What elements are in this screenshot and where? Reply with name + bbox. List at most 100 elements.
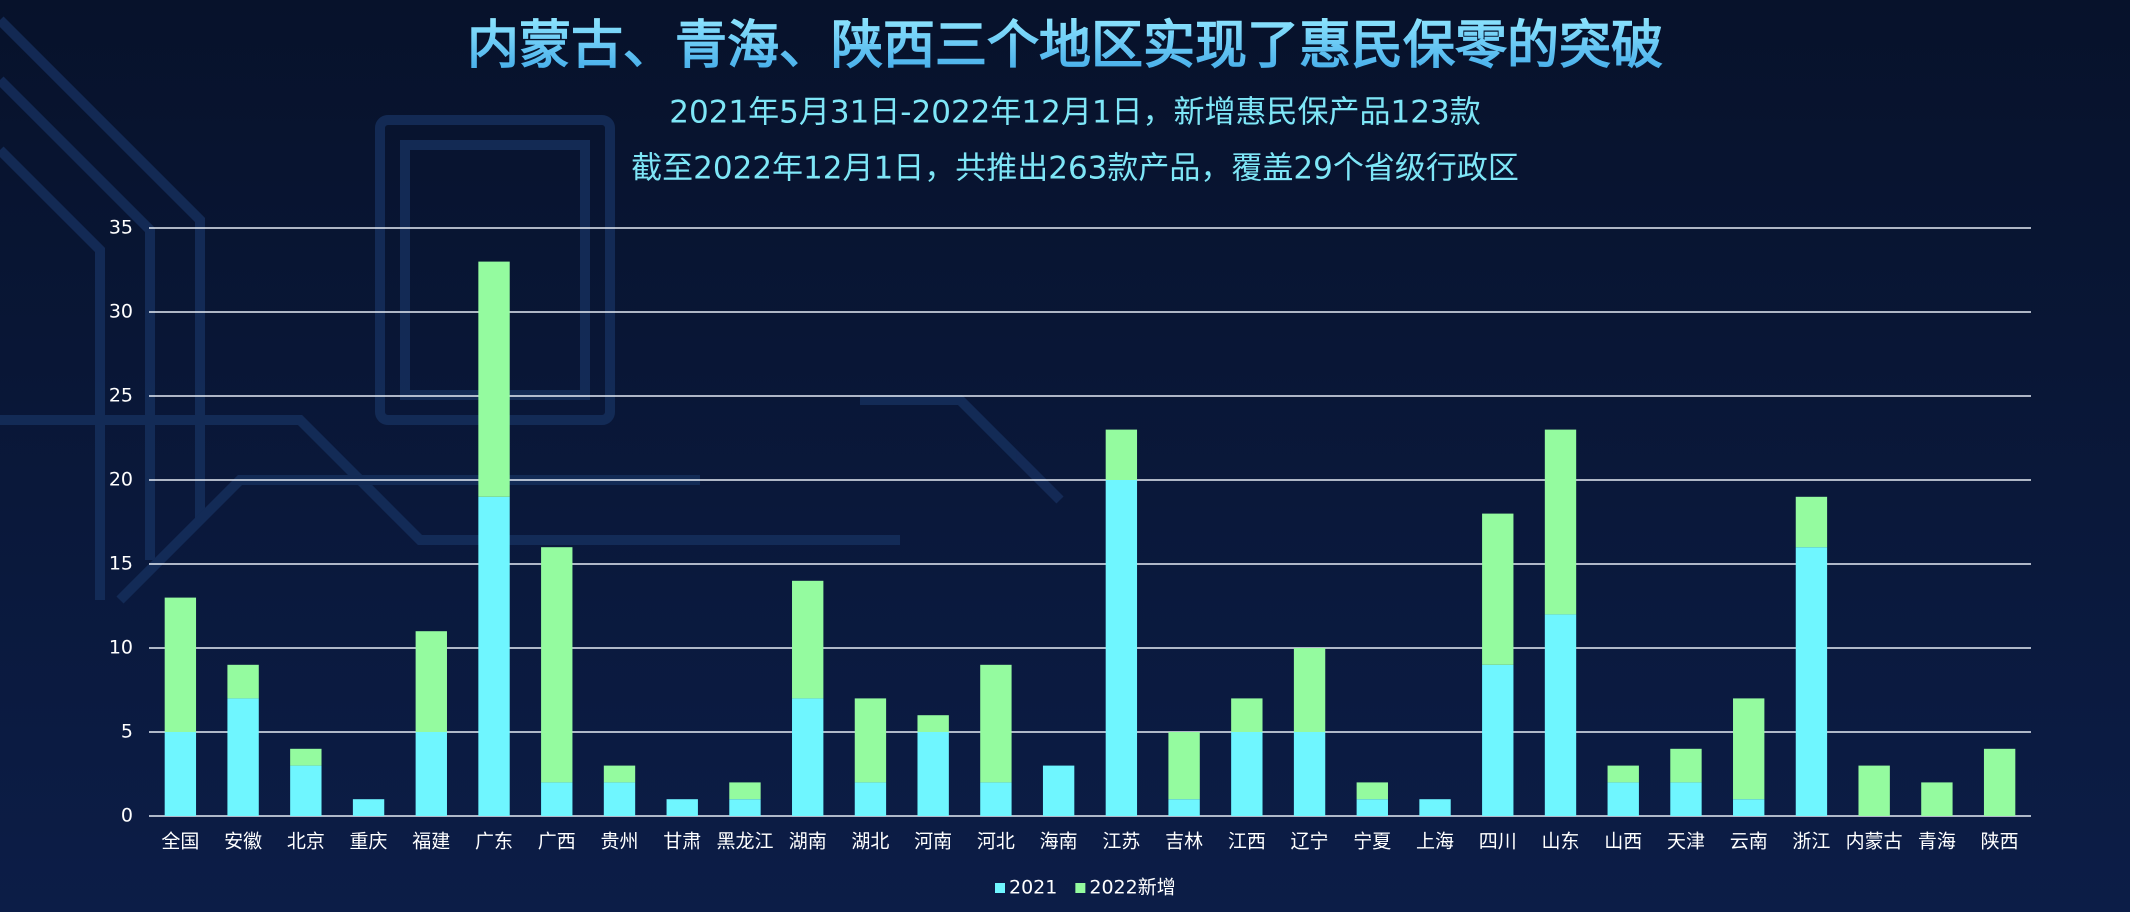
bar-segment <box>729 782 761 800</box>
bar-segment <box>1042 765 1075 816</box>
bar-segment <box>1293 732 1326 816</box>
bar-segment <box>792 698 824 816</box>
bar-segment <box>1356 782 1388 800</box>
x-tick-label: 重庆 <box>350 831 388 853</box>
bar-segment <box>541 547 573 783</box>
x-tick-label: 江西 <box>1228 831 1266 853</box>
x-tick-label: 上海 <box>1416 831 1454 853</box>
bar-segment <box>1921 782 1953 816</box>
chart-title: 内蒙古、青海、陕西三个地区实现了惠民保零的突破 <box>467 16 1663 76</box>
x-tick-label: 云南 <box>1730 831 1768 853</box>
y-tick-label: 15 <box>109 553 133 575</box>
legend-swatch <box>1075 883 1086 893</box>
x-tick-label: 湖北 <box>851 831 889 853</box>
bar-segment <box>1795 496 1828 548</box>
bar-segment <box>1482 513 1514 665</box>
bar-segment <box>1795 547 1828 816</box>
bar-segment <box>917 715 949 732</box>
bar-segment <box>1231 732 1263 816</box>
bar-segment <box>1733 799 1765 816</box>
x-tick-label: 宁夏 <box>1353 831 1391 853</box>
bar-segment <box>854 782 887 816</box>
bar-segment <box>478 261 510 497</box>
bar-segment <box>854 698 887 783</box>
x-tick-label: 河南 <box>914 831 952 853</box>
x-tick-label: 广西 <box>538 831 576 853</box>
chart-subtitle: 2021年5月31日-2022年12月1日，新增惠民保产品123款 <box>669 95 1480 131</box>
bar-segment <box>1544 429 1577 615</box>
x-tick-label: 辽宁 <box>1291 831 1329 853</box>
bar-segment <box>1231 698 1263 732</box>
legend-swatch <box>995 883 1005 893</box>
x-tick-label: 山东 <box>1541 831 1579 853</box>
bar-segment <box>1293 648 1326 732</box>
bar-segment <box>1670 748 1702 783</box>
bar-segment <box>1670 782 1702 816</box>
bar-segment <box>415 631 447 732</box>
bar-segment <box>603 782 636 816</box>
bar-segment <box>1168 799 1200 816</box>
bar-segment <box>290 765 322 816</box>
bar-segment <box>1607 782 1639 816</box>
bar-segment <box>1105 429 1138 480</box>
x-tick-label: 河北 <box>977 831 1015 853</box>
plot: 0 5 10 15 20 25 30 35 全国 安徽 北京 重庆 福建 广东 广西 贵州 甘肃 黑龙江 湖南 湖北 河… <box>109 217 2031 899</box>
bar-segment <box>227 698 259 816</box>
bar-segment <box>980 664 1012 783</box>
bar-segment <box>1419 799 1451 816</box>
bar-segment <box>352 799 385 816</box>
bar-segment <box>478 496 510 816</box>
bar-segment <box>415 732 447 816</box>
bar-segment <box>164 597 197 732</box>
bar-segment <box>1356 799 1388 816</box>
bar-segment <box>1983 748 2016 816</box>
bar-segment <box>792 580 824 699</box>
x-tick-label: 甘肃 <box>663 831 701 853</box>
bar-segment <box>1105 480 1138 816</box>
x-tick-label: 内蒙古 <box>1846 831 1903 853</box>
bar-segment <box>729 799 761 816</box>
bar-segment <box>980 782 1012 816</box>
x-tick-label: 江苏 <box>1102 831 1140 853</box>
bar-segment <box>917 732 949 816</box>
bar-segment <box>1168 732 1200 800</box>
bar-segment <box>1858 765 1890 816</box>
bar-segment <box>666 799 698 816</box>
x-tick-label: 青海 <box>1918 831 1956 853</box>
legend-label: 2021 <box>1009 877 1057 899</box>
bar-segment <box>290 748 322 766</box>
x-tick-label: 广东 <box>475 831 513 853</box>
bar-segment <box>603 765 636 783</box>
x-tick-label: 安徽 <box>224 831 262 853</box>
bar-segment <box>1544 614 1577 816</box>
y-tick-label: 10 <box>109 637 133 659</box>
bar-segment <box>164 732 197 816</box>
x-tick-label: 贵州 <box>600 831 638 853</box>
bar-segment <box>1607 765 1639 783</box>
x-tick-label: 山西 <box>1604 831 1642 853</box>
x-tick-label: 陕西 <box>1981 831 2019 853</box>
x-tick-label: 湖南 <box>789 831 827 853</box>
x-tick-label: 北京 <box>287 831 325 853</box>
bar-segment <box>1733 698 1765 800</box>
x-tick-label: 全国 <box>161 831 199 853</box>
y-tick-label: 25 <box>109 385 133 407</box>
x-tick-label: 浙江 <box>1792 831 1830 853</box>
y-tick-label: 20 <box>109 469 133 491</box>
x-tick-label: 天津 <box>1667 831 1705 853</box>
x-tick-label: 吉林 <box>1165 831 1203 853</box>
chart-subtitle: 截至2022年12月1日，共推出263款产品，覆盖29个省级行政区 <box>631 151 1519 187</box>
y-tick-label: 35 <box>109 217 133 239</box>
y-tick-label: 0 <box>121 805 133 827</box>
x-tick-label: 海南 <box>1040 831 1078 853</box>
x-tick-label: 四川 <box>1479 831 1517 853</box>
y-tick-label: 30 <box>109 301 133 323</box>
legend-label: 2022新增 <box>1089 877 1175 899</box>
bar-segment <box>1482 664 1514 816</box>
y-tick-label: 5 <box>121 721 133 743</box>
x-tick-label: 黑龙江 <box>716 831 773 853</box>
bar-segment <box>227 664 259 699</box>
